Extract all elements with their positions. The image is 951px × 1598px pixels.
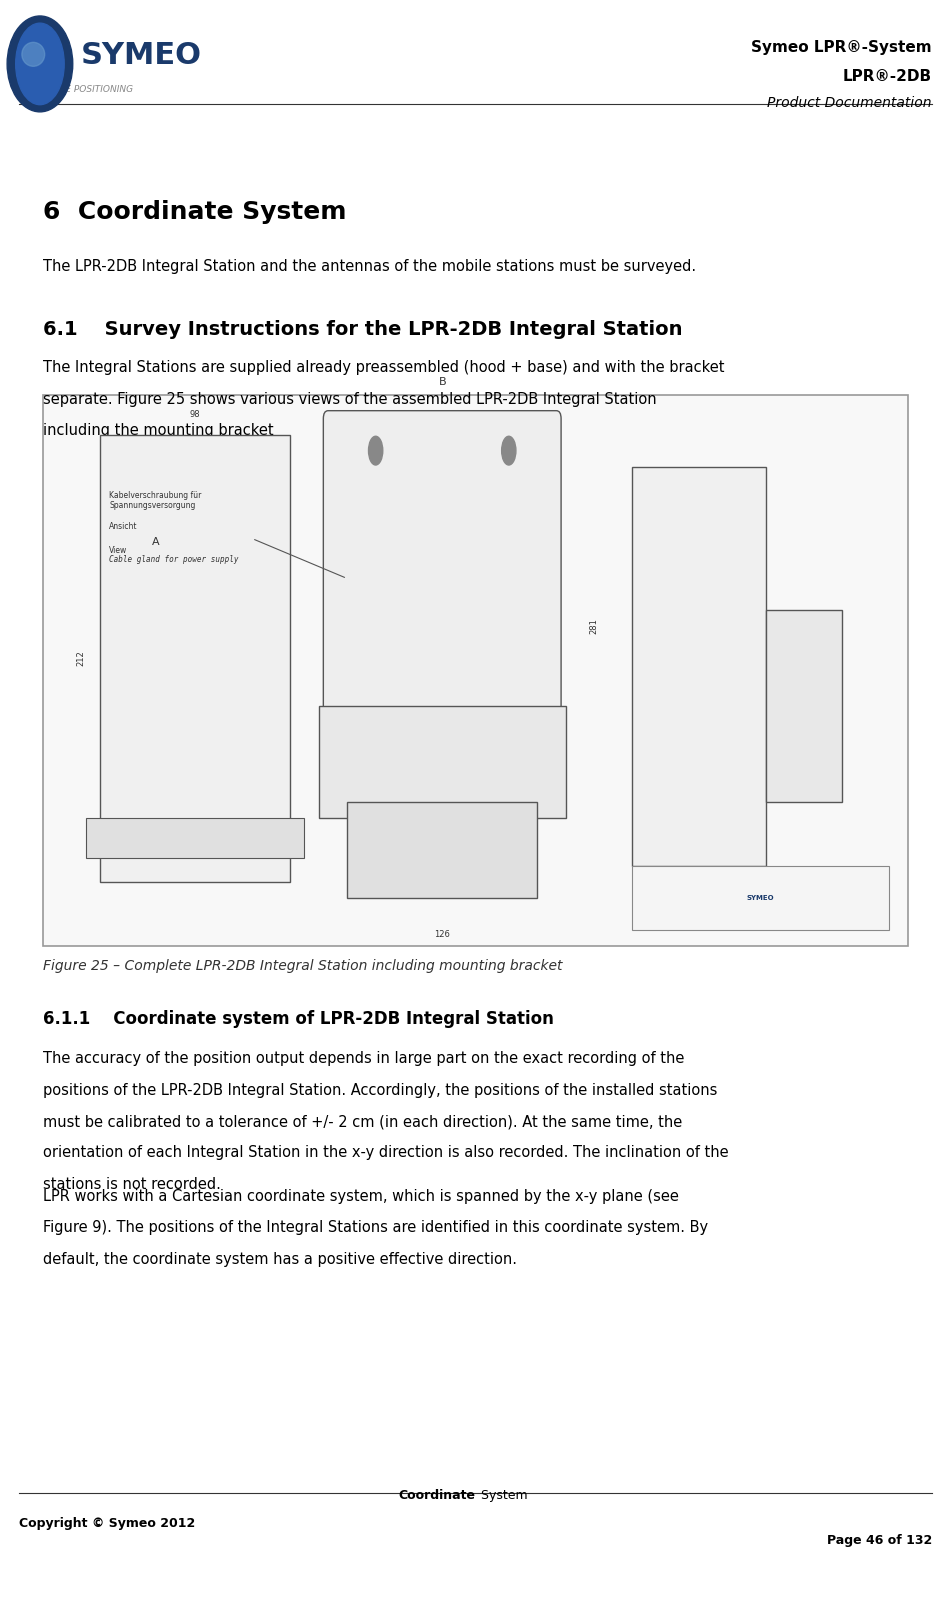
FancyBboxPatch shape: [323, 411, 561, 746]
Text: orientation of each Integral Station in the x-y direction is also recorded. The : orientation of each Integral Station in …: [43, 1146, 728, 1160]
Text: View: View: [109, 545, 127, 555]
Text: stations is not recorded.: stations is not recorded.: [43, 1176, 221, 1192]
Text: 6  Coordinate System: 6 Coordinate System: [43, 200, 346, 224]
Text: positions of the LPR-2DB Integral Station. Accordingly, the positions of the ins: positions of the LPR-2DB Integral Statio…: [43, 1083, 717, 1098]
FancyBboxPatch shape: [86, 818, 304, 858]
Text: default, the coordinate system has a positive effective direction.: default, the coordinate system has a pos…: [43, 1251, 516, 1267]
Text: Copyright © Symeo 2012: Copyright © Symeo 2012: [19, 1517, 195, 1529]
Text: 212: 212: [76, 650, 86, 666]
FancyBboxPatch shape: [43, 395, 908, 946]
FancyBboxPatch shape: [347, 802, 537, 898]
Text: 6.1.1    Coordinate system of LPR-2DB Integral Station: 6.1.1 Coordinate system of LPR-2DB Integ…: [43, 1010, 553, 1028]
Text: LPR®-2DB: LPR®-2DB: [843, 69, 932, 83]
Text: 6.1    Survey Instructions for the LPR-2DB Integral Station: 6.1 Survey Instructions for the LPR-2DB …: [43, 320, 682, 339]
Text: The accuracy of the position output depends in large part on the exact recording: The accuracy of the position output depe…: [43, 1051, 684, 1066]
Text: The Integral Stations are supplied already preassembled (hood + base) and with t: The Integral Stations are supplied alrea…: [43, 360, 725, 374]
Text: B: B: [438, 377, 446, 387]
Text: Figure 25 – Complete LPR-2DB Integral Station including mounting bracket: Figure 25 – Complete LPR-2DB Integral St…: [43, 959, 562, 973]
Text: The LPR-2DB Integral Station and the antennas of the mobile stations must be sur: The LPR-2DB Integral Station and the ant…: [43, 259, 696, 273]
Text: Ansicht: Ansicht: [109, 521, 138, 531]
FancyBboxPatch shape: [632, 866, 889, 930]
Ellipse shape: [8, 16, 72, 112]
Text: Page 46 of 132: Page 46 of 132: [826, 1534, 932, 1547]
Text: Figure 9). The positions of the Integral Stations are identified in this coordin: Figure 9). The positions of the Integral…: [43, 1221, 708, 1235]
Ellipse shape: [22, 43, 45, 66]
FancyBboxPatch shape: [632, 467, 766, 866]
Text: must be calibrated to a tolerance of +/- 2 cm (in each direction). At the same t: must be calibrated to a tolerance of +/-…: [43, 1114, 682, 1130]
FancyBboxPatch shape: [319, 706, 566, 818]
Text: Kabelverschraubung für
Spannungsversorgung: Kabelverschraubung für Spannungsversorgu…: [109, 491, 202, 510]
Text: Cable gland for power supply: Cable gland for power supply: [109, 555, 239, 564]
Text: Product Documentation: Product Documentation: [767, 96, 932, 110]
Text: A: A: [152, 537, 160, 547]
Text: SYMEO: SYMEO: [81, 42, 202, 70]
FancyBboxPatch shape: [100, 435, 290, 882]
Text: ABSOLUTE POSITIONING: ABSOLUTE POSITIONING: [24, 85, 134, 94]
Text: 281: 281: [590, 618, 599, 634]
FancyBboxPatch shape: [766, 610, 842, 802]
Text: LPR works with a Cartesian coordinate system, which is spanned by the x-y plane : LPR works with a Cartesian coordinate sy…: [43, 1189, 679, 1203]
Ellipse shape: [15, 22, 64, 105]
Text: SYMEO: SYMEO: [747, 895, 775, 901]
Text: separate. Figure 25 shows various views of the assembled LPR-2DB Integral Statio: separate. Figure 25 shows various views …: [43, 392, 656, 406]
Text: 98: 98: [189, 409, 201, 419]
Text: 126: 126: [435, 930, 450, 940]
Text: Symeo LPR®-System: Symeo LPR®-System: [751, 40, 932, 54]
Ellipse shape: [501, 436, 515, 465]
Ellipse shape: [368, 436, 382, 465]
Text: Coordinate: Coordinate: [398, 1489, 476, 1502]
Text: including the mounting bracket: including the mounting bracket: [43, 423, 274, 438]
Text: System: System: [477, 1489, 528, 1502]
